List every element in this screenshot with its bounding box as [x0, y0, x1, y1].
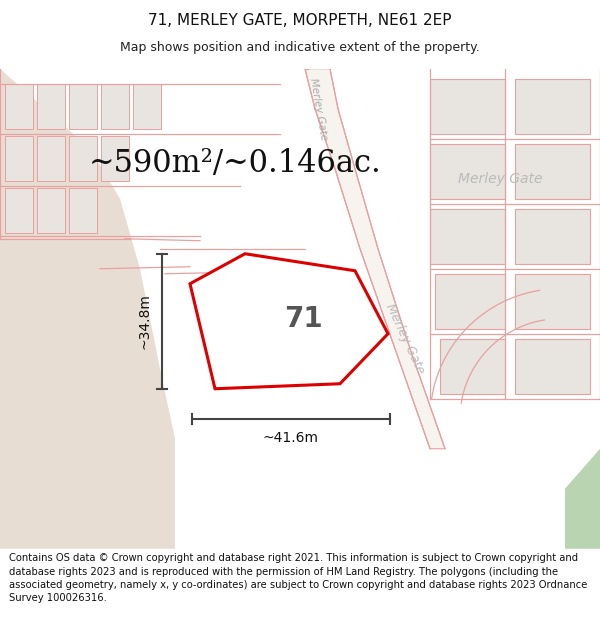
- Text: Merley Gate: Merley Gate: [383, 301, 427, 376]
- Text: 71, MERLEY GATE, MORPETH, NE61 2EP: 71, MERLEY GATE, MORPETH, NE61 2EP: [148, 13, 452, 28]
- Bar: [430, 79, 505, 134]
- Bar: [101, 136, 129, 181]
- Polygon shape: [190, 254, 388, 389]
- Bar: [435, 274, 505, 329]
- Bar: [37, 84, 65, 129]
- Bar: [37, 188, 65, 232]
- Bar: [430, 144, 505, 199]
- Text: Map shows position and indicative extent of the property.: Map shows position and indicative extent…: [120, 41, 480, 54]
- Text: 71: 71: [284, 305, 323, 333]
- Bar: [69, 136, 97, 181]
- Text: Contains OS data © Crown copyright and database right 2021. This information is : Contains OS data © Crown copyright and d…: [9, 553, 587, 603]
- Bar: [515, 274, 590, 329]
- Bar: [515, 209, 590, 264]
- Bar: [5, 84, 33, 129]
- Bar: [515, 339, 590, 394]
- Bar: [515, 144, 590, 199]
- Bar: [430, 209, 505, 264]
- Polygon shape: [305, 69, 445, 449]
- Text: ~34.8m: ~34.8m: [138, 293, 152, 349]
- Bar: [5, 136, 33, 181]
- Bar: [440, 339, 505, 394]
- Bar: [101, 84, 129, 129]
- Bar: [69, 84, 97, 129]
- Text: ~590m²/~0.146ac.: ~590m²/~0.146ac.: [89, 148, 382, 179]
- Bar: [5, 188, 33, 232]
- Bar: [515, 79, 590, 134]
- Bar: [37, 136, 65, 181]
- Bar: [69, 188, 97, 232]
- Text: Merley Gate: Merley Gate: [458, 172, 542, 186]
- Bar: [235, 304, 325, 364]
- Bar: [133, 84, 161, 129]
- Polygon shape: [565, 449, 600, 549]
- Polygon shape: [0, 69, 175, 549]
- Text: ~41.6m: ~41.6m: [263, 431, 319, 445]
- Text: Merley Gate: Merley Gate: [308, 77, 328, 141]
